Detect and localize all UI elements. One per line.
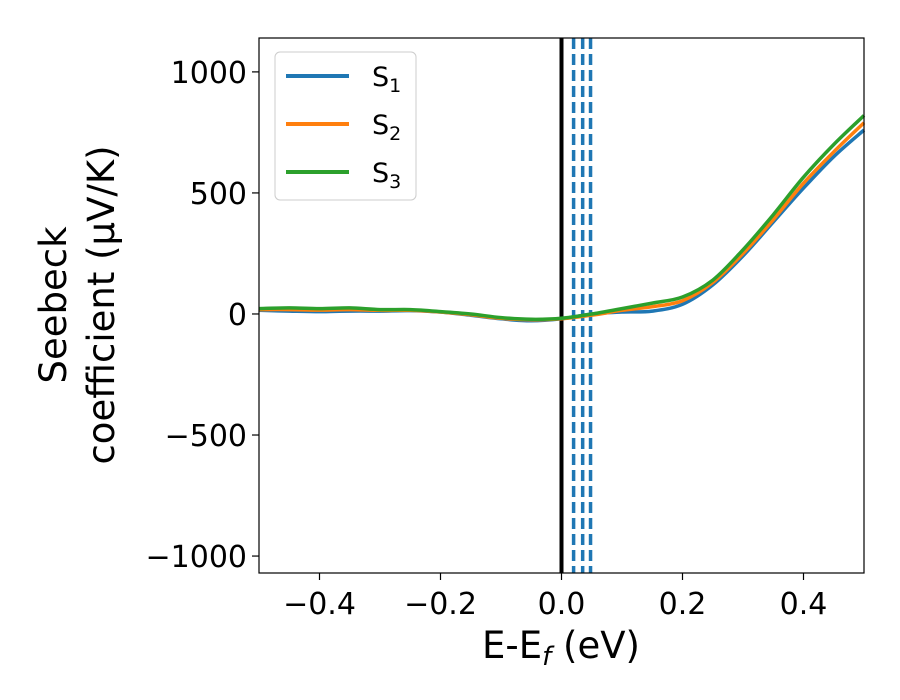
y-axis-title-line2: coefficient (μV/K) [80, 145, 123, 464]
y-axis: 1000 500 0 −500 −1000 [146, 56, 259, 575]
x-tick-label: −0.2 [404, 587, 477, 622]
x-tick-label: −0.4 [283, 587, 356, 622]
x-tick-label: 0.4 [780, 587, 828, 622]
x-tick-label: 0.0 [538, 587, 586, 622]
x-tick-label: 0.2 [659, 587, 707, 622]
y-axis-title: Seebeck coefficient (μV/K) [32, 145, 123, 464]
y-tick-label: 0 [228, 298, 247, 333]
y-tick-label: 1000 [171, 56, 247, 91]
y-tick-label: −1000 [146, 540, 247, 575]
y-tick-label: −500 [165, 419, 247, 454]
x-axis-title: E-Ef (eV) [482, 624, 640, 672]
series-lines [258, 114, 866, 323]
x-axis: −0.4 −0.2 0.0 0.2 0.4 [283, 573, 827, 622]
series-line-s3 [258, 114, 866, 322]
y-tick-label: 500 [190, 177, 247, 212]
legend: S1 S2 S3 [274, 51, 417, 201]
legend-label-s2: S2 [372, 110, 401, 145]
legend-label-s1: S1 [372, 62, 401, 97]
legend-label-s3: S3 [372, 158, 401, 193]
y-axis-title-line1: Seebeck [32, 226, 75, 384]
vertical-markers [559, 38, 593, 573]
